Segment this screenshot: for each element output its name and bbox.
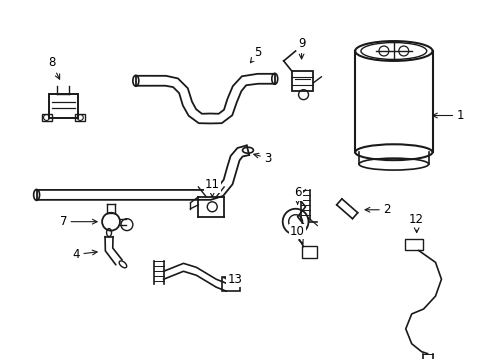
Text: 4: 4: [72, 248, 97, 261]
Bar: [291, 71, 313, 91]
Text: 12: 12: [408, 213, 423, 233]
Bar: [222, 277, 240, 291]
Bar: [404, 239, 422, 251]
Text: 13: 13: [223, 273, 242, 286]
Bar: [41, 113, 51, 121]
Text: 11: 11: [204, 179, 219, 197]
Text: 7: 7: [60, 215, 97, 228]
Bar: [48, 94, 78, 118]
Bar: [75, 113, 85, 121]
Text: 10: 10: [289, 225, 305, 244]
Text: 8: 8: [48, 57, 60, 79]
Text: 9: 9: [297, 37, 305, 59]
Text: 2: 2: [365, 203, 390, 216]
Text: 3: 3: [253, 152, 271, 165]
Text: 6: 6: [293, 186, 301, 204]
Text: 1: 1: [432, 109, 463, 122]
Bar: [301, 247, 317, 258]
Text: 5: 5: [250, 46, 261, 63]
